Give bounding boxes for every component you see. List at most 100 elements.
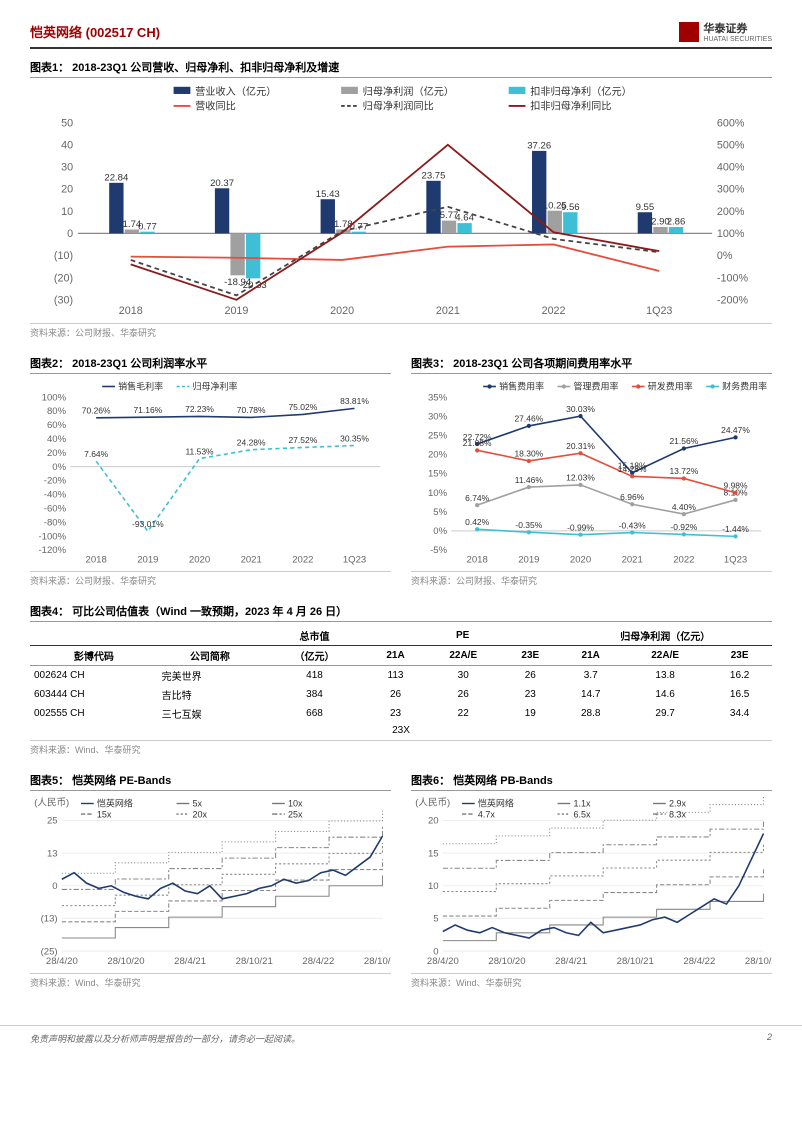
svg-text:15%: 15% [428, 469, 448, 480]
chart2-svg: 100%80%60%40%20%0%-20%-40%-60%-80%-100%-… [30, 378, 391, 569]
svg-text:28/10/22: 28/10/22 [745, 956, 772, 967]
chart6-source: 资料来源：Wind、华泰研究 [411, 973, 772, 989]
svg-text:营收同比: 营收同比 [195, 100, 236, 113]
svg-text:30%: 30% [428, 412, 448, 423]
table-row: 002624 CH完美世界41811330263.713.816.2 [30, 666, 772, 686]
svg-text:28/4/22: 28/4/22 [302, 956, 334, 967]
table-row: 603444 CH吉比特38426262314.714.616.5 [30, 685, 772, 704]
svg-text:10x: 10x [288, 799, 303, 809]
svg-text:20.37: 20.37 [210, 178, 234, 189]
svg-text:-20%: -20% [44, 476, 67, 487]
chart6-title: 图表6： 恺英网络 PB-Bands [411, 772, 772, 791]
svg-text:(30): (30) [54, 294, 73, 306]
svg-text:0%: 0% [717, 250, 733, 262]
svg-text:23.75: 23.75 [422, 170, 446, 181]
chart1: 图表1： 2018-23Q1 公司营收、归母净利、扣非归母净利及增速 营业收入（… [30, 59, 772, 339]
svg-text:10: 10 [428, 881, 439, 892]
svg-text:15.43: 15.43 [316, 189, 340, 200]
svg-text:-80%: -80% [44, 518, 67, 529]
table4-summary: 23X [30, 723, 772, 738]
svg-text:2019: 2019 [137, 555, 158, 566]
svg-text:72.23%: 72.23% [185, 405, 214, 415]
svg-text:(13): (13) [41, 914, 58, 925]
svg-text:0.42%: 0.42% [465, 517, 490, 527]
svg-text:200%: 200% [717, 206, 745, 218]
svg-text:28/4/21: 28/4/21 [174, 956, 206, 967]
svg-text:研发费用率: 研发费用率 [648, 381, 693, 392]
svg-text:5: 5 [433, 914, 438, 925]
svg-text:30: 30 [61, 162, 73, 174]
svg-text:营业收入（亿元）: 营业收入（亿元） [195, 85, 276, 98]
company-name: 恺英网络 (002517 CH) [30, 22, 160, 41]
svg-text:5%: 5% [433, 507, 447, 518]
table-subheader: （亿元） [262, 646, 367, 666]
svg-text:4.7x: 4.7x [478, 810, 496, 820]
svg-text:恺英网络: 恺英网络 [97, 798, 133, 809]
svg-text:-0.92%: -0.92% [670, 523, 697, 533]
svg-text:2021: 2021 [241, 555, 262, 566]
chart3-title: 图表3： 2018-23Q1 公司各项期间费用率水平 [411, 355, 772, 374]
table4-source: 资料来源：Wind、华泰研究 [30, 740, 772, 756]
svg-text:归母净利润（亿元）: 归母净利润（亿元） [363, 85, 454, 98]
svg-text:扣非归母净利同比: 扣非归母净利同比 [530, 100, 611, 113]
svg-text:2022: 2022 [292, 555, 313, 566]
svg-text:21.56%: 21.56% [669, 437, 698, 447]
svg-text:5x: 5x [192, 799, 202, 809]
svg-text:-100%: -100% [717, 272, 749, 284]
svg-text:0: 0 [52, 881, 57, 892]
svg-text:-120%: -120% [38, 546, 66, 557]
svg-text:(20): (20) [54, 272, 73, 284]
svg-text:37.26: 37.26 [527, 141, 551, 152]
svg-text:40%: 40% [47, 434, 67, 445]
svg-text:70.78%: 70.78% [237, 406, 266, 416]
svg-text:6.96%: 6.96% [620, 492, 645, 502]
svg-text:-40%: -40% [44, 490, 67, 501]
svg-text:13: 13 [47, 849, 58, 860]
svg-text:2021: 2021 [622, 555, 643, 566]
svg-text:50: 50 [61, 117, 73, 129]
svg-text:15: 15 [428, 849, 439, 860]
svg-text:24.47%: 24.47% [721, 425, 750, 435]
table-subheader: 23E [707, 646, 772, 666]
table-row: 002555 CH三七互娱66823221928.829.734.4 [30, 704, 772, 723]
svg-text:30.35%: 30.35% [340, 434, 369, 444]
chart5-title: 图表5： 恺英网络 PE-Bands [30, 772, 391, 791]
svg-text:20%: 20% [47, 448, 67, 459]
svg-text:2021: 2021 [436, 305, 460, 317]
svg-text:1.1x: 1.1x [573, 799, 591, 809]
svg-text:400%: 400% [717, 162, 745, 174]
broker-name-en: HUATAI SECURITIES [703, 36, 772, 43]
svg-text:100%: 100% [717, 228, 745, 240]
svg-text:12.03%: 12.03% [566, 473, 595, 483]
svg-text:35%: 35% [428, 393, 448, 404]
table4-title: 图表4： 可比公司估值表（Wind 一致预期，2023 年 4 月 26 日） [30, 603, 772, 622]
svg-text:20%: 20% [428, 450, 448, 461]
svg-text:28/10/21: 28/10/21 [236, 956, 273, 967]
svg-text:(人民币): (人民币) [415, 798, 450, 809]
table-subheader: 22A/E [623, 646, 707, 666]
svg-text:28/4/22: 28/4/22 [683, 956, 715, 967]
svg-text:11.46%: 11.46% [515, 475, 544, 485]
svg-text:18.30%: 18.30% [514, 449, 543, 459]
page-header: 恺英网络 (002517 CH) 华泰证券 HUATAI SECURITIES [30, 20, 772, 49]
svg-text:2020: 2020 [570, 555, 591, 566]
svg-text:25: 25 [47, 816, 58, 827]
svg-text:-0.35%: -0.35% [515, 520, 542, 530]
svg-text:0%: 0% [52, 462, 66, 473]
svg-text:-60%: -60% [44, 504, 67, 515]
svg-text:20: 20 [428, 816, 439, 827]
svg-text:22.84: 22.84 [104, 172, 129, 183]
chart3-source: 资料来源：公司财报、华泰研究 [411, 571, 772, 587]
svg-text:70.26%: 70.26% [82, 406, 111, 416]
svg-text:销售费用率: 销售费用率 [499, 381, 544, 392]
table-subheader: 21A [558, 646, 623, 666]
svg-text:恺英网络: 恺英网络 [478, 798, 514, 809]
chart3-svg: 35%30%25%20%15%10%5%0%-5%201820192020202… [411, 378, 772, 569]
svg-text:2019: 2019 [518, 555, 539, 566]
chart5-source: 资料来源：Wind、华泰研究 [30, 973, 391, 989]
svg-text:0.77: 0.77 [138, 221, 157, 232]
svg-text:28/4/20: 28/4/20 [427, 956, 459, 967]
svg-text:24.28%: 24.28% [237, 438, 266, 448]
chart1-title: 图表1： 2018-23Q1 公司营收、归母净利、扣非归母净利及增速 [30, 59, 772, 78]
svg-text:6.5x: 6.5x [573, 810, 591, 820]
